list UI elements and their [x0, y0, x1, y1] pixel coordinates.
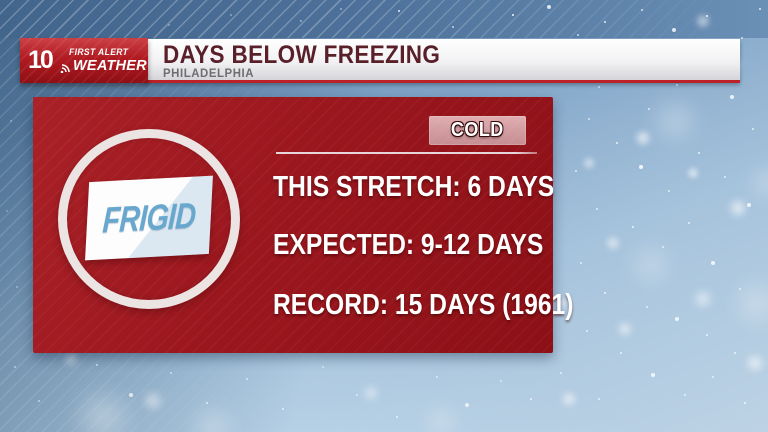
- page-title: DAYS BELOW FREEZING: [163, 41, 441, 69]
- snow-blurred-flakes: [0, 0, 6, 6]
- brand-first-alert: FIRST ALERT: [68, 47, 129, 57]
- cold-badge-label: COLD: [451, 119, 504, 141]
- frigid-label: FRIGID: [101, 194, 197, 241]
- stat-record: RECORD: 15 DAYS (1961): [273, 289, 574, 321]
- stat-this-stretch: THIS STRETCH: 6 DAYS: [273, 171, 555, 203]
- station-logo: 10 FIRST ALERT WEATHER: [20, 38, 156, 83]
- location-subtitle: PHILADELPHIA: [163, 66, 255, 80]
- radar-signal-icon: [60, 64, 70, 73]
- stat-expected: EXPECTED: 9-12 DAYS: [273, 229, 544, 261]
- title-bar: DAYS BELOW FREEZING PHILADELPHIA: [145, 39, 740, 83]
- brand-weather-row: WEATHER: [60, 58, 149, 73]
- station-number: 10: [28, 46, 54, 74]
- info-panel: FRIGID COLD THIS STRETCH: 6 DAYS EXPECTE…: [33, 97, 573, 353]
- brand-weather: WEATHER: [72, 57, 147, 74]
- frigid-stamp: FRIGID: [85, 175, 213, 261]
- top-stripe-band: [0, 0, 768, 38]
- brand-block: FIRST ALERT WEATHER: [60, 48, 149, 73]
- slash-icon: [51, 47, 61, 74]
- cold-badge: COLD: [429, 116, 526, 145]
- separator-line: [276, 152, 537, 154]
